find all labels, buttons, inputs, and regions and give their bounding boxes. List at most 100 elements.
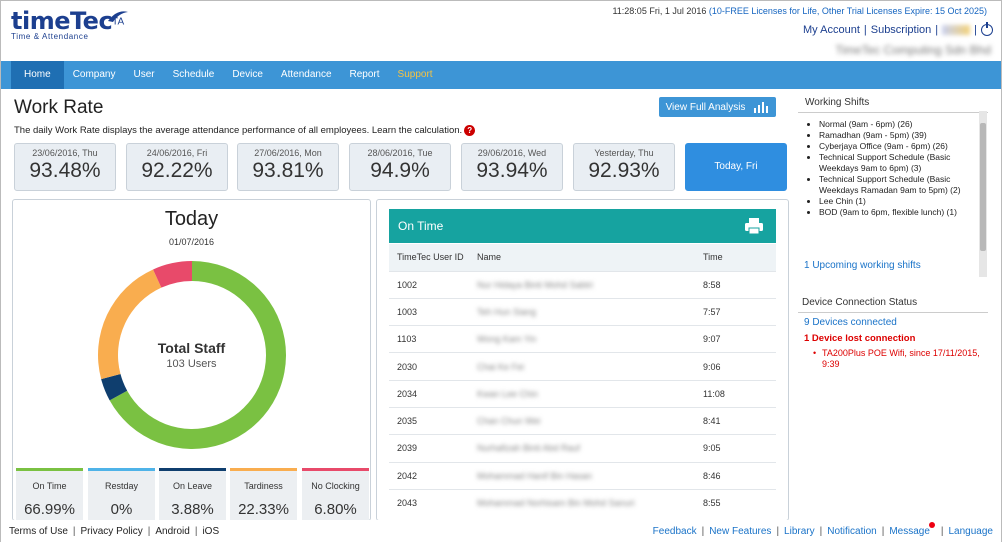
help-icon[interactable]: ? (464, 125, 476, 136)
day-card[interactable]: 24/06/2016, Fri 92.22% (126, 143, 228, 191)
on-time-table: TimeTec User ID Name Time 1002 Nur Hidaya… (389, 244, 776, 517)
footer: Terms of Use | Privacy Policy | Android | iOS … (1, 520, 1001, 542)
day-card[interactable]: Yesterday, Thu 92.93% (573, 143, 675, 191)
message-badge-icon (928, 522, 935, 528)
table-row[interactable]: 1003 Teh Hun Siang 7:57 (389, 297, 776, 326)
notification-link[interactable]: Notification (827, 526, 877, 537)
col-user-id[interactable]: TimeTec User ID (389, 244, 469, 271)
stat-restday[interactable]: Restday 0% (88, 468, 155, 520)
stat-tardiness[interactable]: Tardiness 22.33% (230, 468, 297, 520)
bar-chart-icon (754, 102, 769, 113)
nav-home[interactable]: Home (11, 61, 64, 89)
day-card[interactable]: 23/06/2016, Thu 93.48% (14, 143, 116, 191)
logo-swoosh-icon (108, 11, 128, 22)
page-title: Work Rate (14, 97, 104, 118)
today-panel: Today 01/07/2016 Total Staff 103 Users O… (12, 199, 371, 521)
table-row[interactable]: 2035 Chan Chun Wei 8:41 (389, 406, 776, 435)
stat-no-clocking[interactable]: No Clocking 6.80% (302, 468, 369, 520)
shift-item: Normal (9am - 6pm) (26) (819, 119, 978, 130)
terms-link[interactable]: Terms of Use (9, 526, 68, 537)
nav-device[interactable]: Device (232, 69, 263, 80)
col-name[interactable]: Name (469, 244, 695, 271)
message-link[interactable]: Message (889, 526, 930, 537)
devices-connected-link[interactable]: 9 Devices connected (804, 317, 897, 328)
print-icon[interactable] (744, 217, 764, 235)
upcoming-shifts-link[interactable]: 1 Upcoming working shifts (804, 260, 921, 271)
user-avatar[interactable] (942, 25, 971, 35)
shift-item: BOD (9am to 6pm, flexible lunch) (1) (819, 207, 978, 218)
working-shifts-panel: Working Shifts Normal (9am - 6pm) (26) R… (798, 92, 988, 278)
stat-bar (230, 468, 297, 471)
devices-lost-label: 1 Device lost connection (804, 333, 916, 344)
nav-support[interactable]: Support (397, 69, 433, 80)
footer-right-links: Feedback | New Features | Library | Notificati… (652, 522, 994, 537)
day-card-today[interactable]: Today, Fri (685, 143, 787, 191)
lost-device-item[interactable]: TA200Plus POE Wifi, since 17/11/2015, 9:… (813, 348, 982, 370)
timetec-logo[interactable]: timeTecTA Time & Attendance (11, 7, 131, 47)
privacy-link[interactable]: Privacy Policy (80, 526, 143, 537)
company-name: TimeTec Computing Sdn Bhd (835, 43, 991, 57)
license-info[interactable]: (10-FREE Licenses for Life, Other Trial … (708, 6, 987, 16)
stat-on-leave[interactable]: On Leave 3.88% (159, 468, 226, 520)
table-row[interactable]: 1002 Nur Hidaya Binti Mohd Sabtri 8:58 (389, 270, 776, 299)
table-row[interactable]: 2042 Mohammad Hanif Bin Hasan 8:46 (389, 461, 776, 490)
power-icon[interactable] (981, 22, 993, 36)
donut-slice-tardiness[interactable] (98, 269, 162, 380)
donut-slice-on-leave[interactable] (101, 373, 128, 401)
day-card[interactable]: 28/06/2016, Tue 94.9% (349, 143, 451, 191)
table-row[interactable]: 2030 Chai Ke Fei 9:06 (389, 352, 776, 381)
shift-list: Normal (9am - 6pm) (26) Ramadhan (9am - … (810, 119, 978, 218)
work-rate-description: The daily Work Rate displays the average… (14, 125, 476, 136)
stat-on-time[interactable]: On Time 66.99% (16, 468, 83, 520)
attendance-donut-chart[interactable] (97, 260, 287, 450)
table-row[interactable]: 1103 Wong Kam Yin 9:07 (389, 325, 776, 353)
shift-item: Technical Support Schedule (Basic Weekda… (819, 152, 978, 174)
header: timeTecTA Time & Attendance 11:28:05 Fri… (1, 1, 1001, 61)
view-full-analysis-button[interactable]: View Full Analysis (659, 97, 776, 117)
table-row[interactable]: 2034 Kwan Lee Chin 11:08 (389, 379, 776, 408)
divider (798, 312, 988, 313)
stat-bar (16, 468, 83, 471)
stat-bar (302, 468, 369, 471)
today-date: 01/07/2016 (168, 237, 215, 247)
subscription-link[interactable]: Subscription (870, 24, 932, 36)
library-link[interactable]: Library (784, 526, 815, 537)
nav-report[interactable]: Report (349, 69, 380, 80)
android-link[interactable]: Android (155, 526, 190, 537)
nav-schedule[interactable]: Schedule (172, 69, 215, 80)
logo-sup: TA (112, 16, 125, 28)
shifts-scrollbar[interactable] (979, 111, 987, 277)
ios-link[interactable]: iOS (202, 526, 220, 537)
on-time-panel: On Time TimeTec User ID Name Time 1002 Nu… (376, 199, 789, 521)
divider (798, 112, 988, 113)
day-card[interactable]: 27/06/2016, Mon 93.81% (237, 143, 339, 191)
footer-left-links: Terms of Use | Privacy Policy | Android | iOS (9, 526, 220, 537)
top-info: 11:28:05 Fri, 1 Jul 2016 (10-FREE Licens… (612, 6, 987, 16)
device-status-title: Device Connection Status (802, 297, 918, 308)
stat-bar (88, 468, 155, 471)
donut-slice-no-clocking[interactable] (153, 261, 192, 288)
shift-item: Ramadhan (9am - 5pm) (39) (819, 130, 978, 141)
table-row[interactable]: 2043 Mohammad Norhisam Bin Mohd Sanuri 8:5… (389, 488, 776, 517)
on-time-header: On Time (389, 209, 776, 243)
shift-item: Lee Chin (1) (819, 196, 978, 207)
new-features-link[interactable]: New Features (709, 526, 772, 537)
nav-attendance[interactable]: Attendance (280, 69, 332, 80)
col-time[interactable]: Time (695, 244, 776, 271)
day-card[interactable]: 29/06/2016, Wed 93.94% (461, 143, 563, 191)
table-row[interactable]: 2039 Nurhafizah Binti Abd Rauf 9:05 (389, 434, 776, 463)
datetime: 11:28:05 Fri, 1 Jul 2016 (612, 6, 707, 16)
working-shifts-title: Working Shifts (805, 97, 870, 108)
feedback-link[interactable]: Feedback (652, 526, 697, 537)
nav-user[interactable]: User (133, 69, 155, 80)
today-title: Today (164, 208, 219, 230)
my-account-link[interactable]: My Account (803, 24, 860, 36)
language-link[interactable]: Language (948, 526, 994, 537)
stat-bar (159, 468, 226, 471)
logo-tagline: Time & Attendance (11, 32, 89, 41)
table-header-row: TimeTec User ID Name Time (389, 244, 776, 271)
scrollbar-thumb[interactable] (980, 123, 986, 251)
account-bar: My Account | Subscription | | (803, 22, 993, 36)
nav-company[interactable]: Company (72, 69, 116, 80)
shift-item: Cyberjaya Office (9am - 6pm) (26) (819, 141, 978, 152)
